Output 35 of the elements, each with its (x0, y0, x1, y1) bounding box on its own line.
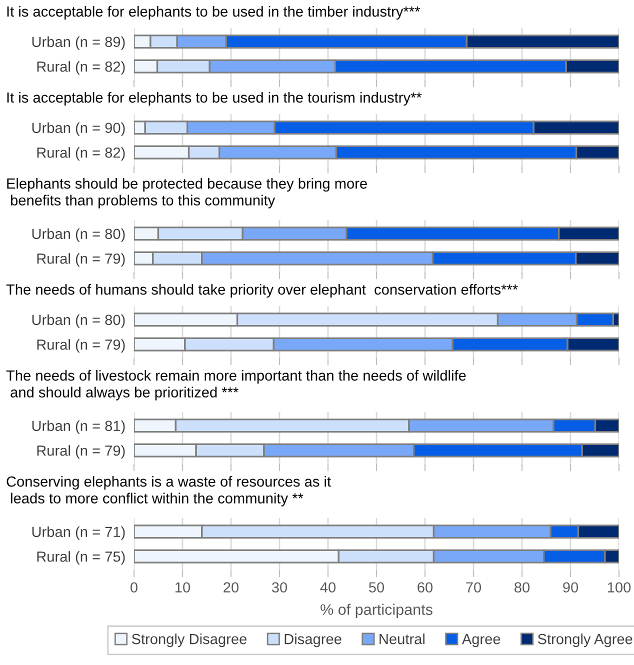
x-tick-label: 100 (608, 582, 631, 593)
y-tick-label: Urban (n = 80) (32, 314, 125, 328)
x-tick-label: 30 (272, 582, 288, 593)
y-tick-label: Urban (n = 90) (32, 122, 125, 136)
y-tick-label: Urban (n = 81) (32, 420, 125, 434)
legend-label: Neutral (380, 633, 424, 644)
y-tick-label: Rural (n = 82) (37, 147, 125, 161)
x-tick-label: 80 (514, 582, 530, 593)
x-tick-label: 50 (368, 582, 384, 593)
chart-title: It is acceptable for elephants to be used in the tourism industry** (7, 92, 422, 106)
y-tick-label: Urban (n = 89) (32, 36, 125, 50)
y-tick-label: Rural (n = 75) (37, 551, 125, 565)
y-tick-label: Rural (n = 82) (37, 61, 125, 75)
x-tick-label: 40 (320, 582, 336, 593)
x-tick-label: 0 (130, 582, 138, 593)
chart-title: Conserving elephants is a waste of resources as it leads to more conflict within the community ** (6, 476, 331, 506)
legend-label: Agree (462, 634, 500, 648)
chart-title: The needs of humans should take priority over elephant conservation efforts*** (6, 284, 518, 298)
y-tick-label: Urban (n = 71) (32, 526, 125, 540)
y-tick-label: Rural (n = 79) (37, 253, 125, 267)
x-tick-label: 70 (466, 582, 482, 593)
x-tick-label: 90 (563, 582, 578, 593)
legend-label: Strongly Agree (538, 633, 632, 648)
legend-label: Disagree (284, 633, 342, 648)
y-tick-label: Urban (n = 80) (32, 228, 125, 242)
chart-title: It is acceptable for elephants to be used in the timber industry*** (7, 6, 420, 20)
legend-label: Strongly Disagree (132, 633, 247, 648)
x-axis-title: % of participants (320, 604, 432, 618)
x-tick-label: 60 (418, 582, 433, 593)
y-tick-label: Rural (n = 79) (37, 339, 125, 353)
x-tick-label: 10 (176, 582, 190, 593)
chart-title: Elephants should be protected because they bring more benefits than problems to this community (7, 178, 367, 208)
chart-title: The needs of livestock remain more important than the needs of wildlife and should always be prioritized *** (6, 370, 466, 400)
y-tick-label: Rural (n = 79) (37, 445, 125, 459)
x-tick-label: 20 (224, 582, 239, 593)
